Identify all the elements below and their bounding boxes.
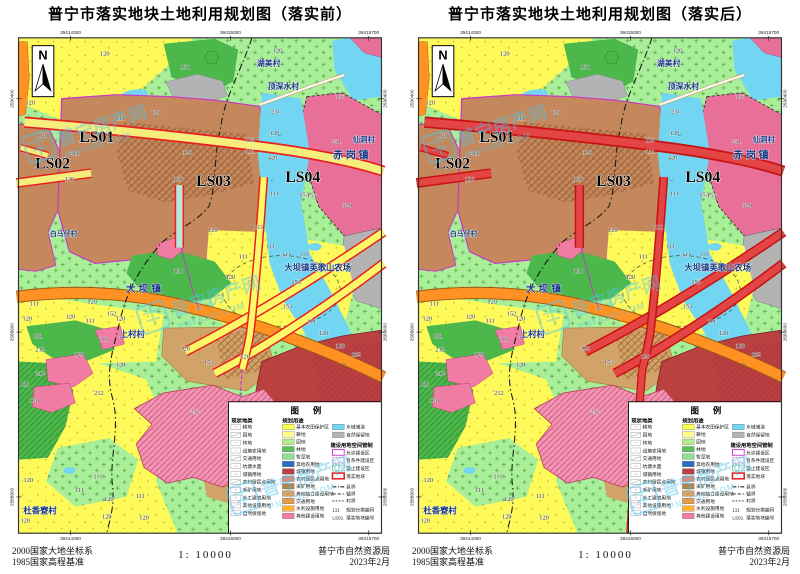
scale-text: 1: 10000 xyxy=(178,549,233,561)
agency-name: 普宁市自然资源局 xyxy=(317,546,390,556)
agency-info: 普宁市自然资源局 2023年2月 xyxy=(318,546,390,574)
datum-info: 2000国家大地坐标系 1985国家高程基准 xyxy=(12,546,93,574)
map-footer-after: 2000国家大地坐标系 1985国家高程基准 1: 10000 普宁市自然资源局… xyxy=(400,545,800,574)
panel-before: 普宁市落实地块土地利用规划图（落实前） 2000国家大地坐标系 1985国家高程… xyxy=(0,7,400,574)
map-title-before: 普宁市落实地块土地利用规划图（落实前） xyxy=(47,7,352,23)
map-footer-before: 2000国家大地坐标系 1985国家高程基准 1: 10000 普宁市自然资源局… xyxy=(0,545,400,574)
datum-line1: 2000国家大地坐标系 xyxy=(412,546,494,556)
map-date: 2023年2月 xyxy=(349,556,390,567)
panel-after: 普宁市落实地块土地利用规划图（落实后） 2000国家大地坐标系 1985国家高程… xyxy=(400,0,800,574)
datum-line2: 1985国家高程基准 xyxy=(12,556,85,567)
scale-text: 1: 10000 xyxy=(578,549,633,561)
agency-name: 普宁市自然资源局 xyxy=(717,546,790,556)
agency-info: 普宁市自然资源局 2023年2月 xyxy=(718,546,790,574)
map-after xyxy=(400,28,800,545)
map-date: 2023年2月 xyxy=(749,556,790,567)
datum-line1: 2000国家大地坐标系 xyxy=(12,546,94,556)
map-before xyxy=(0,28,400,545)
map-title-after: 普宁市落实地块土地利用规划图（落实后） xyxy=(447,7,752,23)
datum-info: 2000国家大地坐标系 1985国家高程基准 xyxy=(412,546,493,574)
datum-line2: 1985国家高程基准 xyxy=(412,556,485,567)
